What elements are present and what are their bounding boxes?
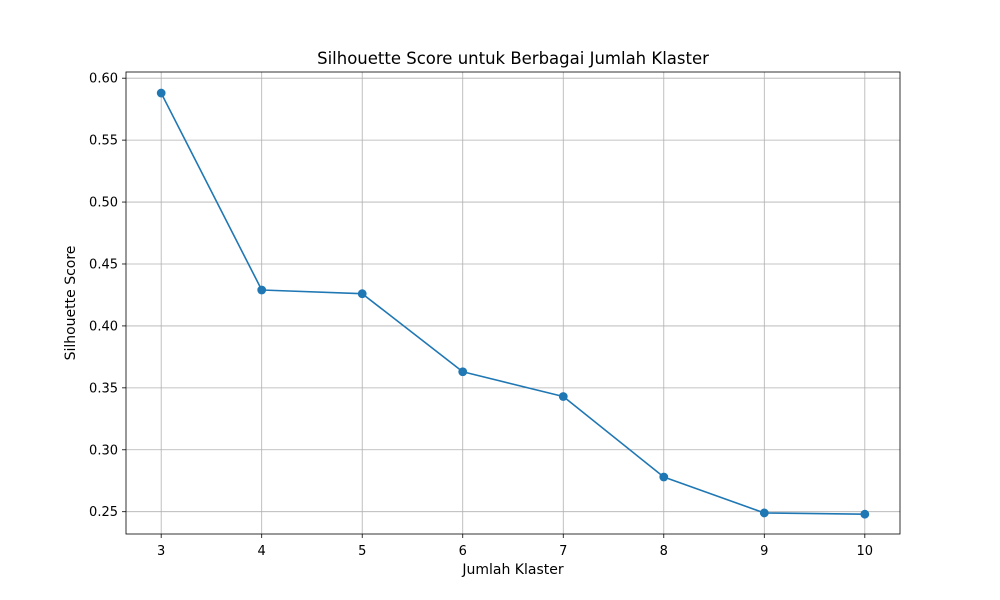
x-tick-label: 6 xyxy=(459,544,467,559)
data-point xyxy=(156,88,166,98)
y-tick-label: 0.55 xyxy=(89,134,118,149)
data-point xyxy=(357,289,367,299)
tick-layer: 3 4 5 6 7 8 9 10 0.25 0.30 0.35 0.40 0.45 0.50 0.55 0.6… xyxy=(89,72,873,559)
data-point xyxy=(659,472,669,482)
y-tick-label: 0.30 xyxy=(89,443,118,458)
grid-layer xyxy=(126,72,900,534)
x-tick-label: 8 xyxy=(660,544,668,559)
y-tick-label: 0.50 xyxy=(89,196,118,211)
data-point xyxy=(759,508,769,518)
data-point xyxy=(458,367,468,377)
y-tick-label: 0.60 xyxy=(89,72,118,87)
x-axis-label: Jumlah Klaster xyxy=(461,562,563,578)
x-tick-label: 9 xyxy=(760,544,768,559)
data-point xyxy=(558,392,568,401)
x-tick-label: 5 xyxy=(358,544,366,559)
x-tick-label: 4 xyxy=(258,544,266,559)
y-axis-label: Silhouette Score xyxy=(63,246,79,361)
x-tick-label: 3 xyxy=(157,544,165,559)
x-tick-label: 7 xyxy=(559,544,567,559)
y-tick-label: 0.45 xyxy=(89,257,118,272)
plot-frame xyxy=(125,71,901,535)
y-tick-label: 0.35 xyxy=(89,381,118,396)
y-tick-label: 0.40 xyxy=(89,319,118,334)
y-tick-label: 0.25 xyxy=(89,505,118,520)
x-tick-label: 10 xyxy=(857,544,874,559)
data-point xyxy=(860,509,870,519)
chart-title: Silhouette Score untuk Berbagai Jumlah K… xyxy=(317,49,709,68)
series-layer xyxy=(156,88,870,519)
series-line xyxy=(160,92,865,515)
data-point xyxy=(257,285,267,295)
